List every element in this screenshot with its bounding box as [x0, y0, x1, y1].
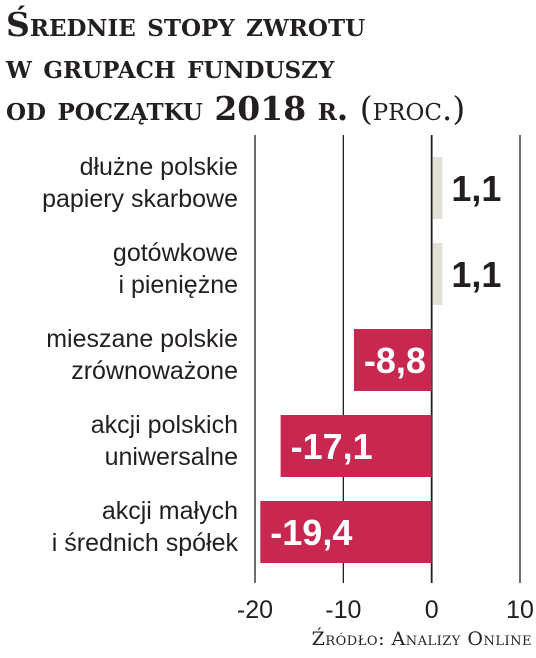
- source-note: Źródło: Analizy Online: [311, 628, 532, 650]
- category-label-0-1: papiery skarbowe: [42, 185, 238, 213]
- title-unit: (proc.): [359, 89, 466, 128]
- bar-chart: 1,1 dłużne polskie papiery skarbowe 1,1 gotó…: [42, 135, 534, 624]
- value-label-4: -19,4: [270, 512, 352, 553]
- title-line-2: w grupach funduszy: [6, 47, 335, 86]
- title-line-3: od początku 2018 r. (proc.): [6, 88, 531, 130]
- category-label-0-0: dłużne polskie: [80, 153, 238, 181]
- category-label-1-1: i pieniężne: [118, 271, 238, 299]
- value-label-0: 1,1: [451, 168, 501, 209]
- value-label-2: -8,8: [364, 340, 426, 381]
- bar-3: [280, 415, 432, 477]
- title-suffix: r.: [317, 89, 349, 128]
- category-label-2-0: mieszane polskie: [46, 325, 238, 353]
- tick-label-2: 0: [425, 596, 439, 624]
- title-line-3-text: od początku: [6, 89, 203, 128]
- category-label-2-1: zrównoważone: [71, 357, 238, 385]
- bar-1: [432, 243, 443, 305]
- tick-label-1: -10: [325, 596, 361, 624]
- category-label-4-1: i średnich spółek: [52, 529, 239, 557]
- tick-label-3: 10: [506, 596, 534, 624]
- value-label-3: -17,1: [291, 426, 373, 467]
- bar-4: [260, 501, 432, 563]
- bar-0: [432, 157, 443, 219]
- bar-2: [353, 329, 432, 391]
- category-label-4-0: akcji małych: [102, 497, 238, 525]
- title-line-1: Średnie stopy zwrotu: [6, 5, 366, 44]
- chart-title: Średnie stopy zwrotu w grupach funduszy …: [6, 4, 531, 130]
- value-label-1: 1,1: [451, 254, 501, 295]
- title-year: 2018: [214, 89, 307, 128]
- category-label-3-1: uniwersalne: [105, 443, 238, 471]
- tick-label-0: -20: [237, 596, 273, 624]
- category-label-3-0: akcji polskich: [91, 411, 238, 439]
- category-label-1-0: gotówkowe: [113, 239, 238, 267]
